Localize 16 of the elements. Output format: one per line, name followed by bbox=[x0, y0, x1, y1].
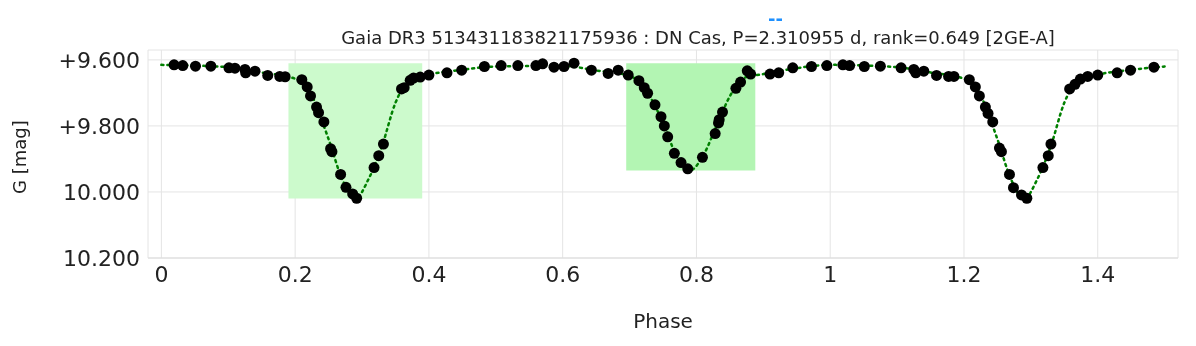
y-axis-title: G [mag] bbox=[9, 120, 31, 194]
y-tick-label: +9.800 bbox=[58, 113, 140, 139]
x-tick-label: 1 bbox=[823, 261, 838, 287]
chart-title: Gaia DR3 513431183821175936 : DN Cas, P=2.310955 d, rank=0.649 [2GE-A] bbox=[341, 27, 1055, 48]
x-tick-label: 0.4 bbox=[411, 261, 447, 287]
x-tick-label: 0.6 bbox=[545, 261, 581, 287]
x-axis-title: Phase bbox=[633, 309, 693, 333]
x-tick-label: 1.4 bbox=[1080, 261, 1116, 287]
x-tick-label: 1.2 bbox=[946, 261, 982, 287]
x-tick-label: 0.8 bbox=[678, 261, 714, 287]
x-tick-label: 0.2 bbox=[277, 261, 313, 287]
text: -- bbox=[768, 8, 783, 29]
y-tick-label: +9.600 bbox=[58, 47, 140, 73]
y-tick-label: 10.000 bbox=[63, 179, 140, 205]
x-tick-label: 0 bbox=[154, 261, 169, 287]
y-tick-label: 10.200 bbox=[63, 245, 140, 271]
